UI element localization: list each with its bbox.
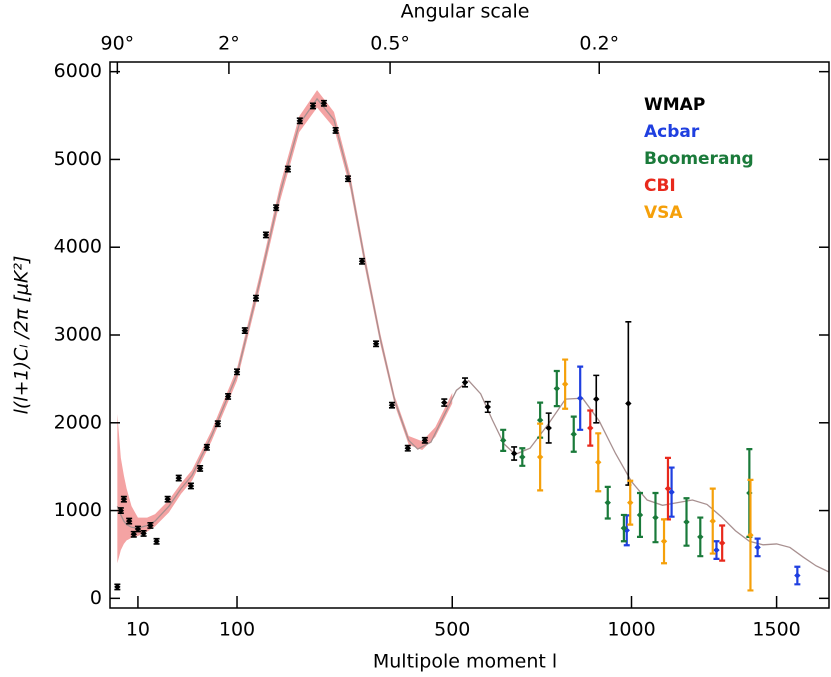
data-point: [175, 474, 182, 482]
data-point: [461, 379, 469, 386]
data-point: [484, 403, 491, 411]
data-point: [683, 518, 690, 526]
data-point: [620, 524, 628, 532]
data-point: [536, 453, 544, 461]
x-axis-title: Multipole moment l: [373, 651, 557, 673]
data-point: [262, 231, 270, 239]
data-point: [125, 517, 133, 525]
y-tick-label: 6000: [54, 60, 102, 82]
data-point: [718, 539, 726, 547]
data-point: [309, 102, 317, 110]
x2-axis-title: Angular scale: [401, 1, 530, 23]
data-point: [404, 445, 411, 452]
y-tick-label: 2000: [54, 411, 102, 433]
data-point: [576, 395, 584, 402]
y-tick-label: 5000: [54, 148, 102, 170]
data-point: [668, 488, 675, 496]
data-point: [713, 546, 720, 554]
legend-label: VSA: [644, 203, 683, 223]
data-point: [117, 507, 125, 514]
data-point: [604, 499, 611, 506]
data-point: [241, 327, 249, 334]
data-point: [664, 485, 672, 492]
data-point: [709, 517, 716, 525]
x-tick-label: 500: [434, 619, 470, 641]
data-point: [746, 489, 753, 497]
data-point: [153, 538, 160, 545]
data-point: [214, 420, 222, 427]
data-point: [224, 393, 232, 400]
data-point: [519, 453, 526, 461]
data-point: [296, 117, 303, 125]
y-tick-label: 1000: [54, 499, 102, 521]
data-point: [510, 450, 518, 457]
y-tick-label: 0: [90, 587, 102, 609]
x-tick-label: 1000: [607, 619, 655, 641]
data-point: [587, 424, 594, 432]
legend-label: WMAP: [644, 95, 705, 115]
model-band: [117, 90, 453, 564]
y-tick-label: 3000: [54, 324, 102, 346]
data-point: [134, 525, 142, 533]
legend-label: CBI: [644, 176, 676, 196]
data-point: [593, 395, 600, 403]
legend-label: Acbar: [644, 122, 700, 142]
data-point: [536, 416, 544, 424]
data-point: [627, 499, 634, 506]
data-point: [754, 544, 761, 551]
x2-tick-label: 90°: [101, 33, 135, 55]
data-point: [660, 538, 668, 545]
data-point: [652, 514, 659, 521]
data-point: [272, 204, 280, 211]
y-axis-title: l(l+1)Cₗ /2π [μK²]: [11, 256, 33, 415]
data-point: [140, 530, 147, 537]
data-point: [697, 533, 704, 541]
x2-tick-label: 0.2°: [579, 33, 619, 55]
data-point: [499, 437, 507, 444]
data-point: [130, 531, 137, 538]
y-tick-label: 4000: [54, 236, 102, 258]
data-point: [284, 165, 292, 173]
data-point: [164, 495, 171, 503]
legend-label: Boomerang: [644, 149, 754, 169]
data-point: [114, 583, 121, 591]
data-point: [625, 400, 632, 407]
data-point: [561, 380, 569, 388]
data-point: [120, 495, 128, 503]
data-point: [252, 294, 260, 302]
x-tick-label: 10: [126, 619, 150, 641]
data-point: [203, 444, 211, 451]
x2-tick-label: 0.5°: [370, 33, 410, 55]
data-point: [344, 175, 352, 182]
data-point: [147, 522, 154, 529]
data-point: [747, 531, 754, 539]
data-point: [794, 572, 801, 579]
data-point: [196, 465, 204, 472]
data-point: [570, 430, 577, 438]
data-point: [388, 402, 396, 409]
data-point: [187, 482, 195, 490]
x2-tick-label: 2°: [218, 33, 240, 55]
data-point: [332, 127, 339, 134]
data-point: [358, 258, 366, 265]
data-point: [595, 459, 602, 466]
data-point: [545, 424, 552, 432]
model-line: [116, 97, 830, 573]
data-point: [421, 437, 429, 444]
data-point: [233, 368, 241, 376]
data-point: [372, 340, 380, 347]
data-point: [553, 385, 560, 392]
x-tick-label: 1500: [752, 619, 800, 641]
x-tick-label: 100: [219, 619, 255, 641]
data-point: [320, 100, 328, 107]
data-point: [441, 399, 448, 406]
data-point: [636, 511, 644, 519]
